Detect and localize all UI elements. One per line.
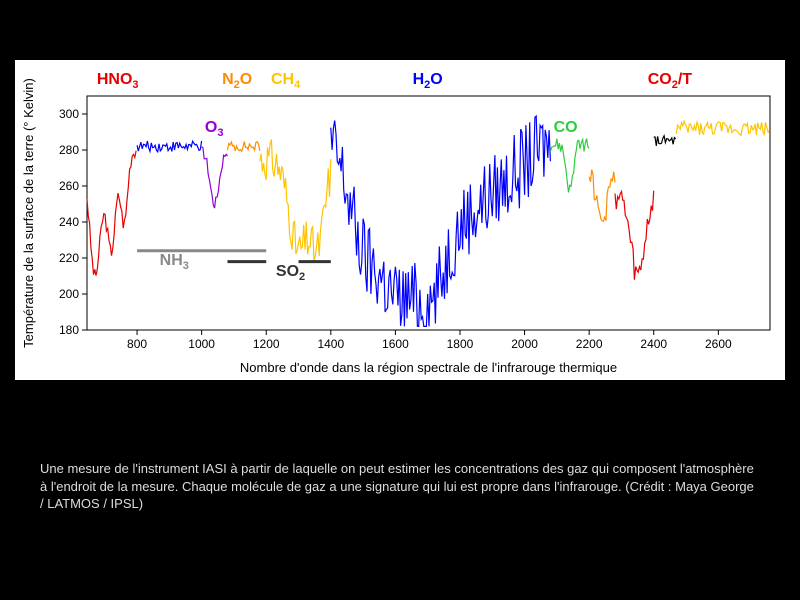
chart-panel: 800 1000 1200 1400 1600 1800 2000 2200 2400 2600 1…: [15, 60, 785, 380]
ytick-label: 280: [59, 143, 79, 157]
top-black-band: [0, 0, 800, 60]
gas-label-CO: CO: [554, 119, 578, 136]
xtick-label: 800: [127, 337, 147, 351]
ytick-label: 240: [59, 215, 79, 229]
gas-label-CH4: CH4: [271, 71, 301, 91]
gas-label-CO2/T: CO2/T: [648, 71, 693, 91]
ytick-label: 200: [59, 287, 79, 301]
spectrum-chart: 800 1000 1200 1400 1600 1800 2000 2200 2400 2600 1…: [15, 60, 785, 380]
xtick-label: 1800: [447, 337, 474, 351]
xtick-label: 2600: [705, 337, 732, 351]
axes-box: [87, 96, 770, 330]
gas-label-N2O: N2O: [222, 71, 252, 91]
spectrum-tail2: [676, 121, 769, 135]
gas-label-H2O: H2O: [413, 71, 443, 91]
spectrum-gap: [589, 170, 615, 222]
ytick-label: 180: [59, 323, 79, 337]
spectrum-O3: [202, 147, 228, 208]
gas-label-NH3: NH3: [160, 252, 189, 272]
xtick-label: 1600: [382, 337, 409, 351]
ytick-label: 220: [59, 251, 79, 265]
spectrum-CO: [550, 139, 589, 193]
spectrum-H2O: [331, 116, 551, 326]
ytick-label: 300: [59, 107, 79, 121]
xtick-label: 2400: [640, 337, 667, 351]
x-axis-label: Nombre d'onde dans la région spectrale d…: [240, 360, 617, 375]
spectrum-tail1: [654, 136, 676, 146]
xtick-label: 2200: [576, 337, 603, 351]
gas-label-HNO3: HNO3: [97, 71, 139, 91]
spectrum-CH4: [260, 139, 331, 261]
xtick-label: 2000: [511, 337, 538, 351]
gas-label-SO2: SO2: [276, 263, 305, 283]
spectrum-plateau1: [137, 141, 202, 152]
y-axis-label: Température de la surface de la terre (°…: [21, 78, 36, 348]
ytick-label: 260: [59, 179, 79, 193]
spectrum-CO2: [615, 191, 654, 280]
xtick-label: 1200: [253, 337, 280, 351]
xtick-label: 1000: [188, 337, 215, 351]
xtick-label: 1400: [317, 337, 344, 351]
figure-caption: Une mesure de l'instrument IASI à partir…: [40, 460, 760, 513]
spectrum-HNO3: [87, 151, 136, 276]
gas-label-O3: O3: [205, 119, 224, 139]
spectrum-N2O: [228, 142, 260, 152]
